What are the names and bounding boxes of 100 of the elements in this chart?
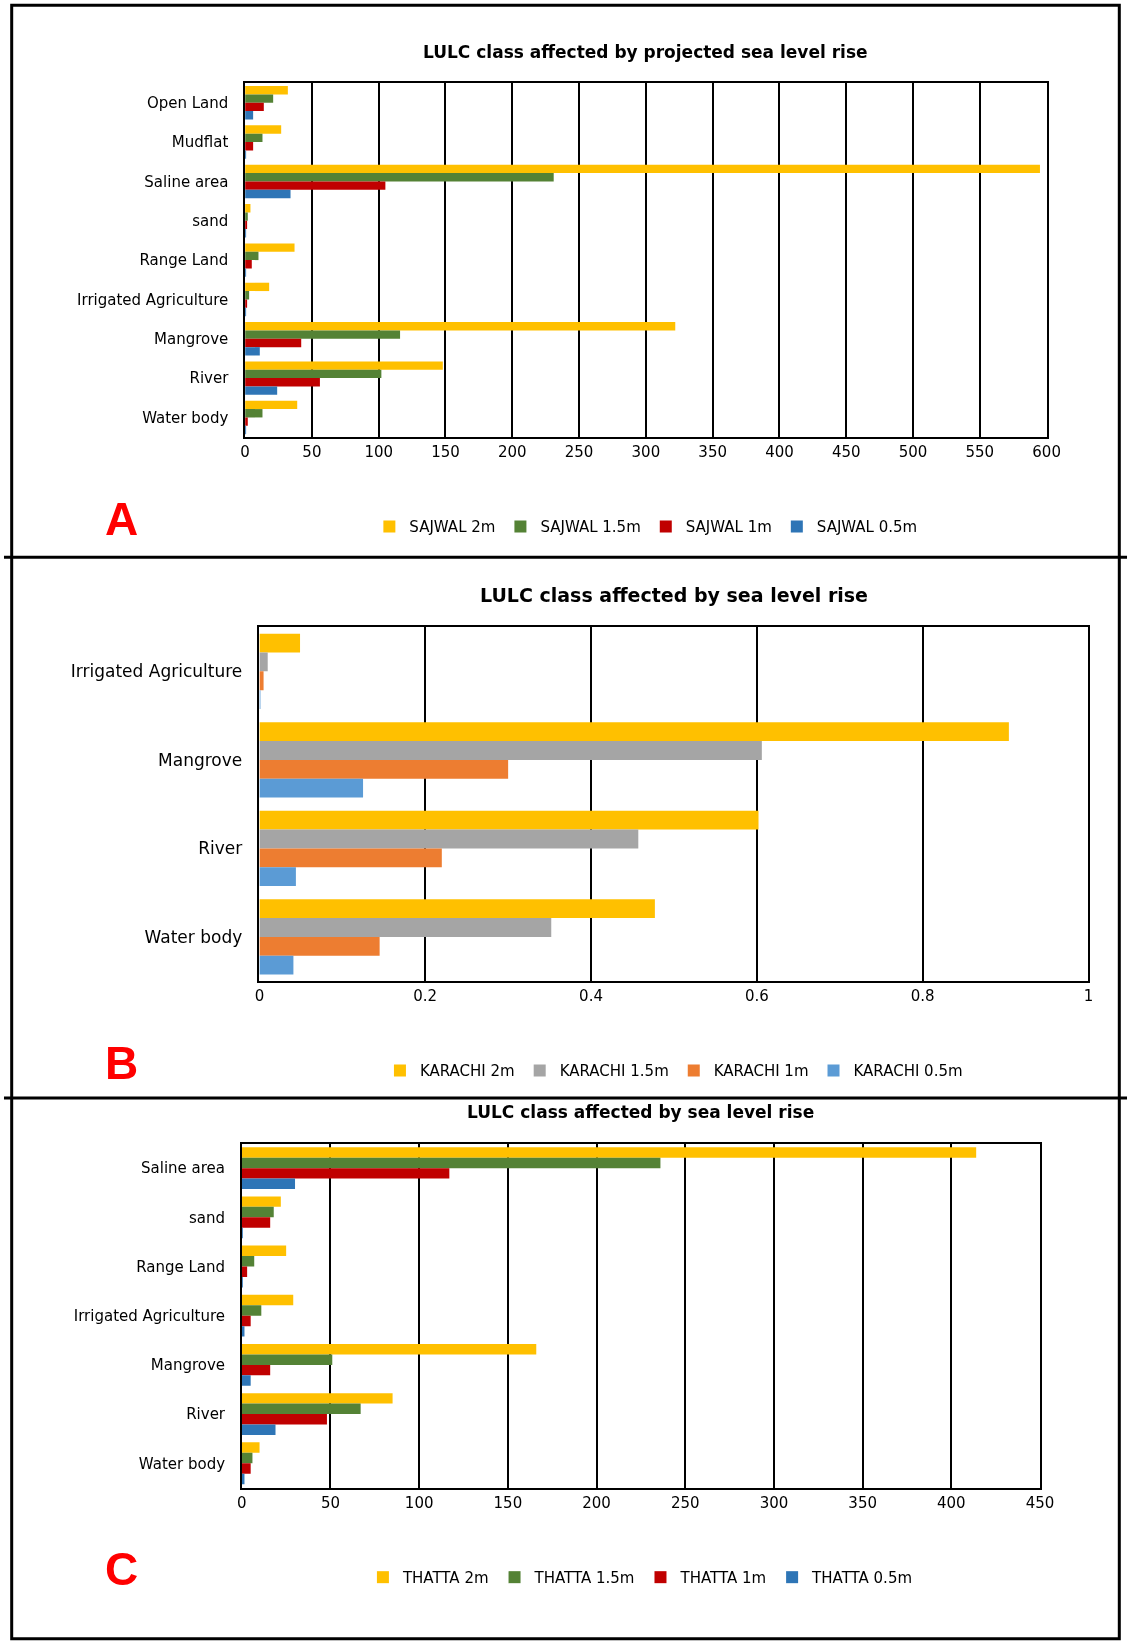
x-tick-label: 450 [831, 442, 861, 461]
bar [245, 369, 382, 379]
bar [241, 1305, 262, 1316]
bar [241, 1354, 333, 1365]
x-tick-label: 250 [670, 1493, 700, 1512]
x-tick-label: 300 [631, 442, 661, 461]
legend-label: SAJWAL 2m [409, 518, 496, 537]
bar [259, 722, 1009, 742]
bar [259, 848, 442, 868]
text: A [105, 493, 139, 545]
bar [241, 1463, 251, 1474]
text: B [105, 1037, 139, 1089]
bar [241, 1196, 281, 1207]
x-tick-label: 300 [759, 1493, 789, 1512]
bar [245, 189, 291, 199]
bar [245, 164, 1040, 174]
x-tick-label: 0.4 [579, 986, 603, 1005]
legend-label: KARACHI 1m [713, 1062, 809, 1081]
legend-label: SAJWAL 0.5m [816, 518, 918, 537]
bar [241, 1414, 327, 1425]
y-tick-label: Open Land [146, 94, 229, 112]
y-tick-label: Saline area [141, 1159, 226, 1178]
bar [241, 1178, 296, 1190]
bar [259, 741, 762, 760]
bar [259, 829, 639, 849]
y-tick-label: River [186, 1405, 226, 1424]
bar [245, 338, 302, 348]
chart-title: LULC class affected by sea level rise [467, 1102, 815, 1122]
x-tick-label: 1 [1083, 986, 1094, 1005]
bar [241, 1403, 361, 1415]
x-tick-label: 50 [302, 442, 322, 461]
y-tick-label: Mudflat [171, 133, 229, 152]
bar [259, 936, 380, 956]
bar [245, 181, 386, 190]
legend-label: SAJWAL 1.5m [540, 518, 641, 537]
x-tick-label: 600 [1032, 442, 1061, 461]
x-tick-label: 0 [254, 986, 265, 1005]
bar [259, 955, 294, 975]
y-tick-label: sand [192, 212, 229, 231]
x-tick-label: 50 [320, 1493, 341, 1512]
bar [259, 759, 509, 779]
y-tick-label: Irrigated Agriculture [70, 661, 243, 682]
bar [245, 347, 260, 356]
bar [259, 633, 301, 653]
x-tick-label: 100 [364, 442, 394, 461]
y-tick-label: Irrigated Agriculture [73, 1306, 226, 1325]
y-tick-label: Water body [142, 408, 229, 427]
chart-title: LULC class affected by sea level rise [480, 584, 869, 606]
bar [241, 1217, 271, 1228]
x-tick-label: 400 [937, 1493, 966, 1512]
x-tick-label: 0.8 [910, 986, 935, 1005]
bar [245, 86, 288, 95]
bar [259, 899, 655, 919]
y-tick-label: sand [189, 1208, 226, 1227]
bar [245, 102, 264, 112]
y-tick-label: Irrigated Agriculture [77, 290, 229, 309]
legend-label: THATTA 1m [679, 1569, 767, 1588]
legend-label: KARACHI 0.5m [853, 1062, 963, 1081]
x-tick-label: 0 [240, 442, 250, 461]
bar [241, 1256, 255, 1267]
x-tick-label: 0.6 [744, 986, 769, 1005]
x-tick-label: 250 [564, 442, 594, 461]
x-tick-label: 350 [848, 1493, 877, 1512]
bar [259, 867, 296, 887]
bar [245, 400, 298, 410]
legend-label: THATTA 1.5m [533, 1569, 635, 1588]
bar [245, 322, 676, 331]
bar [241, 1245, 287, 1257]
bar [245, 282, 270, 292]
y-tick-label: Mangrove [154, 330, 229, 349]
bar [259, 778, 364, 798]
x-tick-label: 450 [1025, 1493, 1055, 1512]
bar [241, 1424, 276, 1435]
y-tick-label: Mangrove [158, 749, 243, 770]
bar [241, 1147, 977, 1158]
bar [241, 1364, 271, 1376]
bar [245, 94, 274, 103]
bar [241, 1315, 251, 1327]
bar [259, 810, 759, 830]
bar [245, 378, 320, 387]
bar [241, 1442, 260, 1453]
bar [241, 1452, 253, 1464]
bar [259, 652, 268, 672]
bar [259, 918, 552, 937]
y-tick-label: Range Land [139, 251, 229, 270]
bar [259, 671, 264, 691]
bar [245, 386, 278, 395]
bar [245, 361, 443, 370]
bar [241, 1206, 274, 1218]
y-tick-label: River [189, 369, 230, 388]
x-tick-label: 350 [698, 442, 727, 461]
bar [245, 330, 401, 339]
legend-label: SAJWAL 1m [685, 518, 772, 537]
y-tick-label: River [198, 838, 243, 859]
chart-title: LULC class affected by projected sea level rise [423, 42, 868, 62]
y-tick-label: Saline area [144, 172, 229, 191]
x-tick-label: 0.2 [413, 986, 438, 1005]
y-tick-label: Water body [144, 926, 243, 947]
x-tick-label: 500 [898, 442, 928, 461]
y-tick-label: Mangrove [150, 1356, 226, 1375]
